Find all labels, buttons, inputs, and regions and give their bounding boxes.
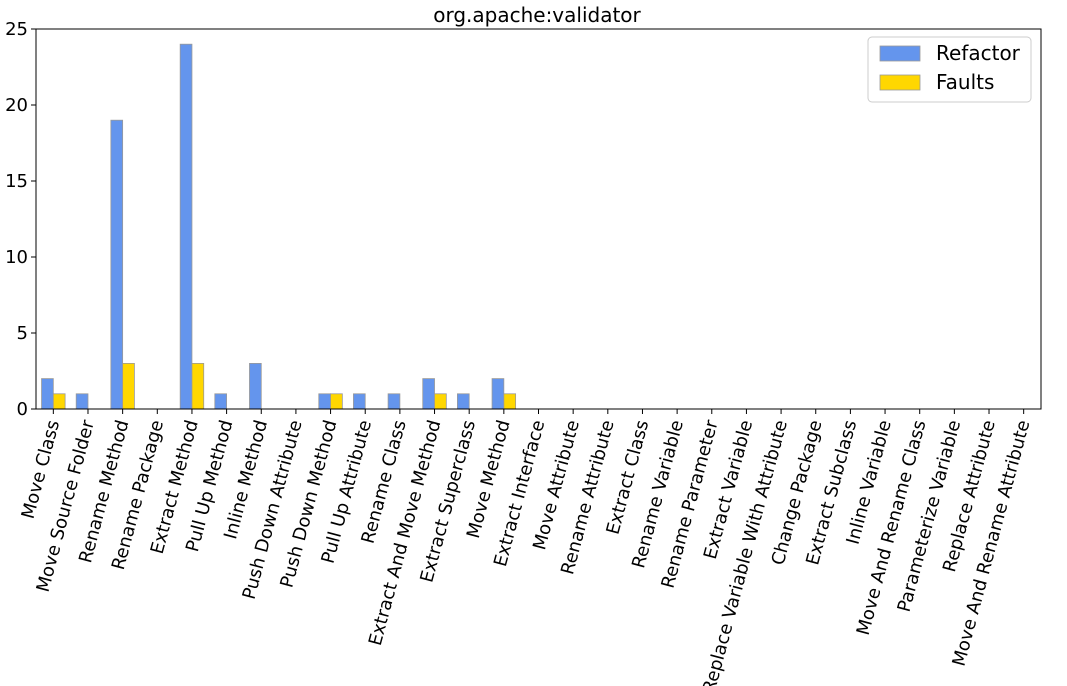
bar-faults-11 <box>434 393 447 410</box>
bar-refactor-13 <box>491 378 505 410</box>
bar-faults-0 <box>52 393 66 410</box>
bar-refactor-10 <box>387 393 401 410</box>
bar-refactor-6 <box>249 362 262 410</box>
bar-faults-2 <box>122 362 135 410</box>
legend: Refactor Faults <box>867 36 1032 103</box>
bar-refactor-1 <box>75 393 89 410</box>
bar-refactor-2 <box>110 119 124 410</box>
legend-swatch-faults <box>879 74 921 91</box>
chart-title: org.apache:validator <box>433 3 641 27</box>
y-tick-label: 20 <box>5 95 28 116</box>
bar-refactor-11 <box>422 378 435 410</box>
bar-faults-8 <box>330 393 343 410</box>
bar-refactor-4 <box>179 43 193 410</box>
bar-faults-13 <box>503 393 517 410</box>
bar-faults-4 <box>191 362 205 410</box>
legend-swatch-refactor <box>879 45 921 62</box>
bar-refactor-8 <box>318 393 331 410</box>
y-tick-label: 10 <box>5 247 28 268</box>
bar-refactor-0 <box>41 378 54 410</box>
bars-layer <box>41 43 517 410</box>
bar-refactor-9 <box>353 393 366 410</box>
y-tick-label: 15 <box>5 171 28 192</box>
legend-label-faults: Faults <box>936 70 994 94</box>
y-tick-label: 0 <box>17 399 28 420</box>
y-tick-label: 25 <box>5 19 28 40</box>
y-tick-label: 5 <box>17 323 28 344</box>
bar-refactor-5 <box>214 393 228 410</box>
legend-label-refactor: Refactor <box>936 41 1021 65</box>
bar-refactor-12 <box>457 393 470 410</box>
